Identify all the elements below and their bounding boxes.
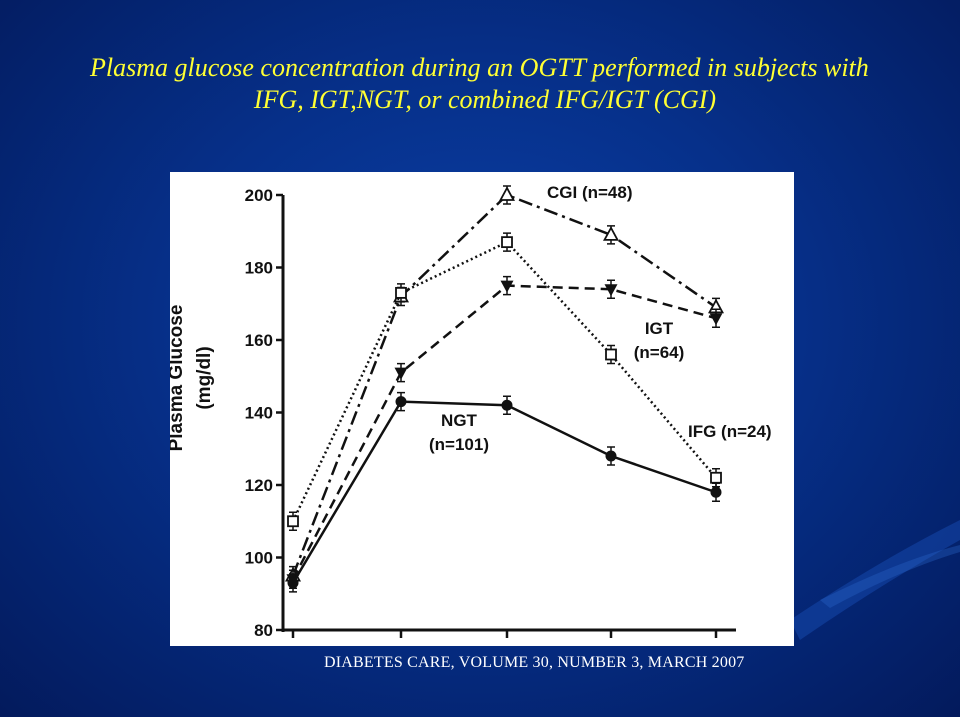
data-point: [287, 515, 299, 528]
y-axis-title: Plasma Glucose: [170, 305, 187, 452]
data-point: [709, 313, 723, 326]
chart-panel: 80 100 120 140 160 180 200 Plasma Glucose (mg/d…: [170, 172, 794, 646]
series-labels-group: CGI (n=48) IGT (n=64) IFG (n=24) NGT (n=101): [429, 183, 772, 454]
series-label: IFG (n=24): [688, 422, 772, 441]
data-point: [395, 286, 407, 299]
y-tick-label: 160: [245, 331, 273, 350]
series-line: [291, 193, 717, 577]
data-point: [500, 280, 514, 293]
data-point: [501, 236, 513, 249]
y-axis-title-group: Plasma Glucose (mg/dl): [170, 305, 215, 452]
series-label: CGI (n=48): [547, 183, 633, 202]
y-tick-label: 140: [245, 404, 273, 423]
slide-title-line1: Plasma glucose concentration during an O…: [90, 53, 869, 82]
series-label-count: (n=101): [429, 435, 489, 454]
chart-axes: 80 100 120 140 160 180 200: [245, 186, 736, 640]
series-1: [287, 232, 722, 531]
y-tick-label: 200: [245, 186, 273, 205]
y-tick-label: 80: [254, 621, 273, 640]
y-tick-label: 100: [245, 549, 273, 568]
data-point: [501, 399, 513, 411]
y-tick-label: 120: [245, 476, 273, 495]
series-label: NGT: [441, 411, 478, 430]
data-point: [287, 577, 299, 589]
data-point: [604, 284, 618, 297]
series-line: [291, 400, 717, 584]
slide-title-line2: IFG, IGT,NGT, or combined IFG/IGT (CGI): [253, 85, 717, 114]
slide-title: Plasma glucose concentration during an O…: [60, 52, 910, 116]
data-point: [602, 225, 620, 241]
y-tick-label: 180: [245, 259, 273, 278]
data-point: [395, 396, 407, 408]
series-label-count: (n=64): [634, 343, 685, 362]
series-label: IGT: [645, 319, 674, 338]
data-point: [394, 367, 408, 380]
y-axis-unit: (mg/dl): [194, 346, 215, 409]
series-3: [287, 391, 722, 593]
data-point: [605, 348, 617, 361]
data-point: [710, 471, 722, 484]
data-point: [605, 450, 617, 462]
line-chart: 80 100 120 140 160 180 200 Plasma Glucose (mg/d…: [170, 183, 772, 640]
source-citation: DIABETES CARE, VOLUME 30, NUMBER 3, MARC…: [324, 654, 745, 671]
data-point: [710, 486, 722, 498]
data-point: [498, 186, 516, 201]
chart-series-group: [284, 185, 725, 593]
